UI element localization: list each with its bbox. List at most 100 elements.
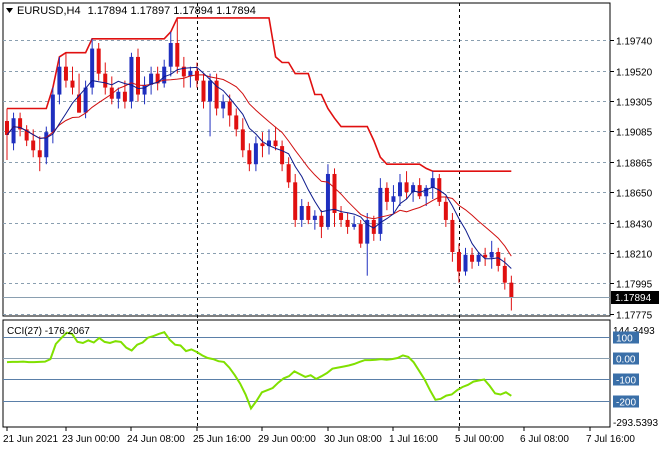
candle-body	[83, 87, 88, 113]
candle-body	[417, 185, 422, 197]
time-label: 1 Jul 16:00	[389, 434, 438, 445]
cci-level-label: 0.00	[616, 355, 636, 366]
candle-body	[286, 164, 291, 183]
candle-body	[122, 91, 127, 102]
candle-body	[234, 115, 239, 130]
candle-body	[50, 94, 55, 133]
triangle-down-icon[interactable]	[6, 8, 13, 13]
current-price-label: 1.17894	[615, 293, 652, 304]
ma-fast-line	[6, 66, 512, 269]
cci-level-lines	[3, 337, 610, 402]
candle-body	[384, 187, 389, 202]
candle-body	[332, 173, 337, 213]
svg-text:EURUSD,H4 1.17894 1.1789: EURUSD,H4 1.17894 1.17897 1.17894 1.1789…	[17, 5, 256, 17]
price-panel-frame	[2, 2, 611, 317]
candle-body	[168, 42, 173, 67]
cci-level-tag	[613, 331, 639, 344]
candle-body	[116, 91, 121, 99]
price-tick-label: 1.18865	[616, 159, 653, 170]
price-tick-label: 1.19085	[616, 128, 653, 139]
candle-body	[77, 94, 82, 113]
candle-body	[476, 254, 481, 262]
candle-body	[463, 254, 468, 272]
cci-level-label: -200	[616, 398, 636, 409]
time-label: 24 Jun 08:00	[127, 434, 185, 445]
candle-body	[31, 140, 36, 151]
candle-body	[11, 118, 16, 144]
candle-body	[443, 201, 448, 220]
price-tick-label: 1.18210	[616, 250, 653, 261]
candle-body	[44, 132, 49, 158]
candle-body	[149, 73, 154, 85]
candle-body	[325, 173, 330, 227]
candle-body	[136, 56, 140, 95]
candle-body	[378, 187, 383, 234]
cci-level-tag	[613, 373, 639, 386]
time-label: 29 Jun 00:00	[258, 434, 316, 445]
candle-body	[208, 80, 213, 102]
candle-body	[142, 84, 147, 95]
candle-body	[227, 101, 232, 116]
candle-body	[352, 224, 357, 227]
candle-body	[96, 48, 101, 74]
candle-body	[18, 118, 23, 130]
candle-body	[188, 70, 193, 77]
candle-body	[299, 206, 304, 220]
symbol-label: EURUSD,H4	[17, 5, 81, 17]
candle-body	[450, 219, 455, 252]
time-label: 25 Jun 16:00	[193, 434, 251, 445]
cci-level-tag	[613, 352, 639, 365]
candle-body	[470, 254, 475, 262]
price-tick-label: 1.19520	[616, 68, 653, 79]
candle-body	[312, 215, 317, 220]
candle-body	[37, 150, 42, 158]
candle-body	[267, 140, 271, 147]
candle-body	[162, 66, 167, 84]
candle-body	[404, 182, 409, 193]
cci-level-label: 100	[616, 334, 633, 345]
time-label: 6 Jul 08:00	[520, 434, 569, 445]
candle-body	[502, 265, 507, 283]
price-gridlines	[3, 40, 610, 315]
candle-body	[194, 70, 199, 81]
cci-panel-frame	[2, 319, 611, 428]
candle-body	[129, 56, 134, 102]
time-axis: 21 Jun 2021 23 Jun 00:00 24 Jun 08:00 25 Ju…	[3, 427, 635, 445]
candle-body	[181, 66, 186, 77]
candle-body	[103, 73, 108, 88]
candle-body	[456, 251, 461, 272]
candle-body	[5, 121, 9, 135]
time-label: 30 Jun 08:00	[324, 434, 382, 445]
time-label: 21 Jun 2021	[3, 434, 58, 445]
candle-body	[371, 219, 376, 234]
candle-body	[339, 212, 344, 220]
price-tick-label: 1.17775	[616, 311, 653, 322]
cci-line	[6, 331, 512, 411]
cci-polyline	[6, 331, 512, 411]
candle-body	[483, 254, 488, 258]
time-label: 7 Jul 16:00	[586, 434, 635, 445]
candle-body	[293, 182, 298, 220]
candle-body	[496, 251, 501, 266]
candle-body	[155, 73, 160, 84]
cci-bottom-value: -293.5393	[613, 418, 658, 429]
price-tick-label: 1.18430	[616, 220, 653, 231]
price-tick-label: 1.19740	[616, 37, 653, 48]
cci-level-tag	[613, 395, 639, 408]
candle-body	[221, 101, 226, 109]
envelope-line	[7, 17, 512, 172]
candle-body	[398, 182, 402, 197]
cci-level-label: -100	[616, 376, 636, 387]
candle-body	[247, 150, 252, 165]
candle-body	[411, 185, 416, 193]
price-axis: 1.19740 1.19520 1.19305 1.19085 1.18865 1.186…	[610, 37, 653, 322]
candle-body	[509, 282, 514, 298]
ma-slow-line	[6, 74, 512, 257]
candle-body	[260, 143, 265, 147]
candle-body	[391, 196, 396, 202]
candle-body	[306, 206, 311, 220]
period-separators	[197, 3, 460, 427]
candle-body	[57, 66, 62, 95]
